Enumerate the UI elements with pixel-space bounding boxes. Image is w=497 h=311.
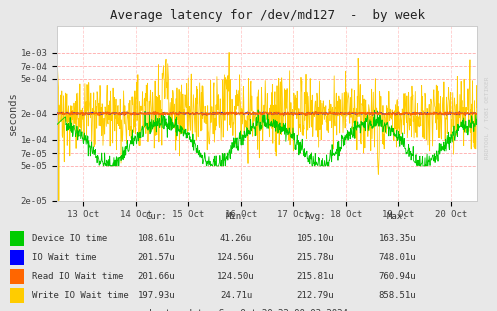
Title: Average latency for /dev/md127  -  by week: Average latency for /dev/md127 - by week bbox=[110, 10, 424, 22]
Text: 215.81u: 215.81u bbox=[297, 272, 334, 281]
Text: 197.93u: 197.93u bbox=[138, 291, 175, 300]
Text: Device IO time: Device IO time bbox=[32, 234, 107, 243]
Text: Max:: Max: bbox=[387, 212, 409, 221]
Y-axis label: seconds: seconds bbox=[8, 92, 18, 135]
Text: IO Wait time: IO Wait time bbox=[32, 253, 97, 262]
Text: Read IO Wait time: Read IO Wait time bbox=[32, 272, 124, 281]
Text: 212.79u: 212.79u bbox=[297, 291, 334, 300]
Text: 760.94u: 760.94u bbox=[379, 272, 416, 281]
FancyBboxPatch shape bbox=[10, 289, 24, 304]
Text: 215.78u: 215.78u bbox=[297, 253, 334, 262]
Text: 201.66u: 201.66u bbox=[138, 272, 175, 281]
Text: 108.61u: 108.61u bbox=[138, 234, 175, 243]
Text: Cur:: Cur: bbox=[146, 212, 167, 221]
Text: 124.56u: 124.56u bbox=[217, 253, 255, 262]
Text: Last update: Sun Oct 20 22:00:03 2024: Last update: Sun Oct 20 22:00:03 2024 bbox=[149, 309, 348, 311]
Text: 105.10u: 105.10u bbox=[297, 234, 334, 243]
Text: 24.71u: 24.71u bbox=[220, 291, 252, 300]
Text: Min:: Min: bbox=[225, 212, 247, 221]
Text: RRDTOOL / TOBI OETIKER: RRDTOOL / TOBI OETIKER bbox=[485, 77, 490, 160]
Text: Avg:: Avg: bbox=[305, 212, 327, 221]
Text: 201.57u: 201.57u bbox=[138, 253, 175, 262]
Text: 748.01u: 748.01u bbox=[379, 253, 416, 262]
FancyBboxPatch shape bbox=[10, 250, 24, 265]
FancyBboxPatch shape bbox=[10, 269, 24, 284]
Text: 163.35u: 163.35u bbox=[379, 234, 416, 243]
Text: Write IO Wait time: Write IO Wait time bbox=[32, 291, 129, 300]
FancyBboxPatch shape bbox=[10, 230, 24, 246]
Text: 858.51u: 858.51u bbox=[379, 291, 416, 300]
Text: 124.50u: 124.50u bbox=[217, 272, 255, 281]
Text: 41.26u: 41.26u bbox=[220, 234, 252, 243]
